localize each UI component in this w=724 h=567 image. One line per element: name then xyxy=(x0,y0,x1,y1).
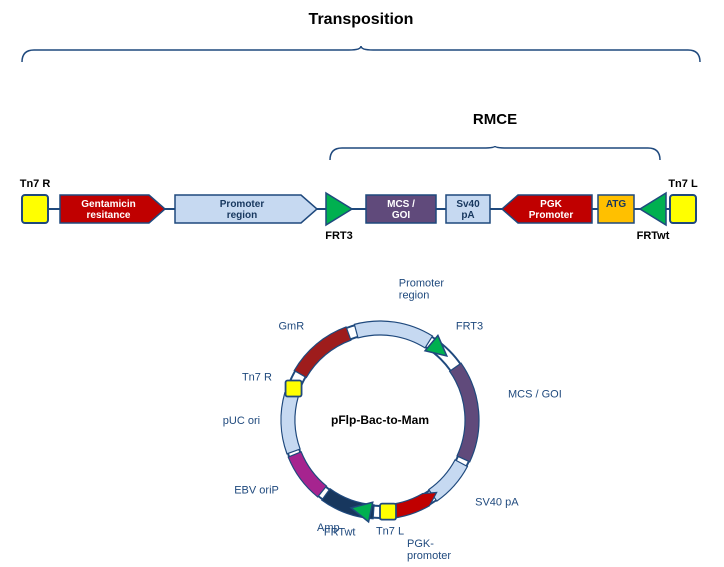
svg-text:ATG: ATG xyxy=(606,199,627,210)
plasmid-label-tn7l: Tn7 L xyxy=(376,526,404,538)
label-tn7r: Tn7 R xyxy=(20,178,51,190)
plasmid-label-sv40: SV40 pA xyxy=(475,497,519,509)
title-rmce: RMCE xyxy=(473,111,517,128)
plasmid-label-puc: pUC ori xyxy=(223,415,260,427)
plasmid-name: pFlp-Bac-to-Mam xyxy=(331,413,429,427)
plasmid-seg-promoter xyxy=(354,321,432,348)
brace xyxy=(330,146,660,160)
tn7-box xyxy=(22,195,48,223)
plasmid-seg-puc xyxy=(281,393,300,454)
plasmid-label-pgk: PGK-promoter xyxy=(407,538,451,562)
label-frtwt: FRTwt xyxy=(637,230,670,242)
frtwt-triangle xyxy=(640,193,666,225)
plasmid-seg-mcs xyxy=(450,363,479,462)
title-transposition: Transposition xyxy=(309,11,414,28)
plasmid-label-tn7r: Tn7 R xyxy=(242,372,272,384)
tn7-box xyxy=(670,195,696,223)
plasmid-label-gmr: GmR xyxy=(278,321,304,333)
plasmid-label-ebv: EBV oriP xyxy=(234,484,279,496)
plasmid-label-frtwt: FRTwt xyxy=(324,526,356,538)
plasmid-label-frt3: FRT3 xyxy=(456,321,483,333)
svg-text:Gentamicinresitance: Gentamicinresitance xyxy=(81,199,135,221)
brace xyxy=(22,46,700,62)
plasmid-label-promoter: Promoterregion xyxy=(399,277,445,301)
label-tn7l: Tn7 L xyxy=(668,178,698,190)
plasmid-square-tn7r xyxy=(286,381,302,397)
label-frt3: FRT3 xyxy=(325,230,353,242)
plasmid-seg-ebv xyxy=(288,452,326,497)
plasmid-label-mcs: MCS / GOI xyxy=(508,388,562,400)
plasmid-square-tn7l xyxy=(380,504,396,520)
plasmid-seg-gmr xyxy=(294,327,351,378)
frt3-triangle xyxy=(326,193,352,225)
